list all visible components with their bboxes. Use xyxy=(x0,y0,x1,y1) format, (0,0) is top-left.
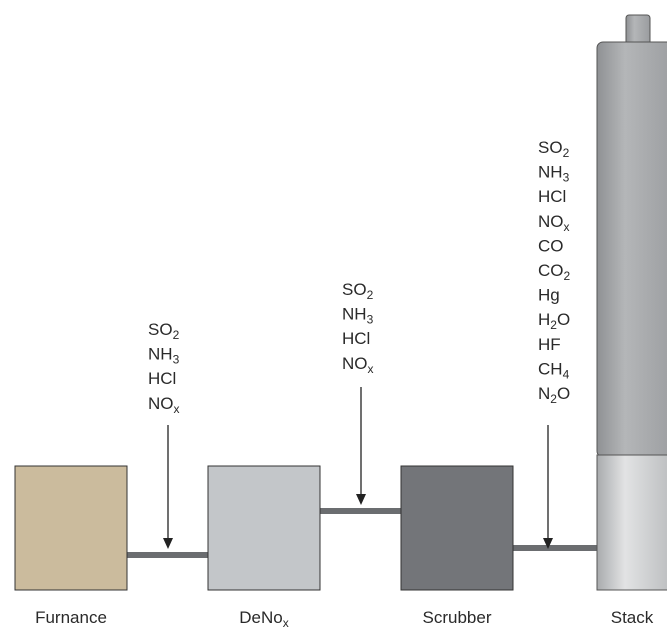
subscript: x xyxy=(368,362,374,376)
text-part: O xyxy=(557,310,570,329)
subscript: 2 xyxy=(564,269,571,283)
text-part: NO xyxy=(342,354,368,373)
gas-label: NOx xyxy=(148,394,180,416)
subscript: x xyxy=(564,220,570,234)
arrows xyxy=(163,387,553,549)
arrow-head xyxy=(163,538,173,549)
subscript: 3 xyxy=(367,313,374,327)
gas-label: HCl xyxy=(148,369,176,388)
pipe xyxy=(320,508,401,514)
gas-label: SO2 xyxy=(538,138,570,160)
subscript: 4 xyxy=(563,367,570,381)
text-part: CO xyxy=(538,236,564,255)
text-part: H xyxy=(538,310,550,329)
text-part: Furnance xyxy=(35,608,107,627)
pipe xyxy=(127,552,208,558)
subscript: 2 xyxy=(550,392,557,406)
gas-label: HCl xyxy=(538,187,566,206)
denox-box xyxy=(207,465,321,591)
text-part: SO xyxy=(148,320,173,339)
gas-label: HF xyxy=(538,335,561,354)
gas-label: NH3 xyxy=(148,345,180,367)
labels: Furnance DeNox Scrubber StackSO2NH3HClNOxSO… xyxy=(35,138,654,630)
text-part: Stack xyxy=(611,608,654,627)
text-part: NH xyxy=(148,345,173,364)
text-part: HCl xyxy=(342,329,370,348)
unit-label: Scrubber xyxy=(423,608,492,627)
gas-label: NOx xyxy=(342,354,374,376)
text-part: Scrubber xyxy=(423,608,492,627)
stack xyxy=(596,14,667,591)
subscript: x xyxy=(174,402,180,416)
subscript: 3 xyxy=(563,171,570,185)
unit-label: Stack xyxy=(611,608,654,627)
gas-label: N2O xyxy=(538,384,570,406)
text-part: N xyxy=(538,384,550,403)
subscript: 2 xyxy=(367,288,374,302)
text-part: SO xyxy=(538,138,563,157)
gas-label: CO xyxy=(538,236,564,255)
gas-label: Hg xyxy=(538,286,560,305)
unit-label: DeNox xyxy=(239,608,288,630)
subscript: 2 xyxy=(563,146,570,160)
gas-label: CH4 xyxy=(538,359,570,381)
gas-label: NH3 xyxy=(538,163,570,185)
gas-label: HCl xyxy=(342,329,370,348)
gas-label: SO2 xyxy=(148,320,180,342)
arrow-head xyxy=(543,538,553,549)
text-part: NO xyxy=(538,212,564,231)
subscript: x xyxy=(283,616,289,630)
text-part: NH xyxy=(538,163,563,182)
gas-label: NOx xyxy=(538,212,570,234)
text-part: CO xyxy=(538,261,564,280)
pipe xyxy=(513,545,597,551)
text-part: HCl xyxy=(148,369,176,388)
text-part: SO xyxy=(342,280,367,299)
stack-base xyxy=(596,454,667,591)
subscript: 3 xyxy=(173,353,180,367)
unit-label: Furnance xyxy=(35,608,107,627)
subscript: 2 xyxy=(550,318,557,332)
text-part: HCl xyxy=(538,187,566,206)
gas-label: H2O xyxy=(538,310,570,332)
arrow-head xyxy=(356,494,366,505)
scrubber-box xyxy=(400,465,514,591)
pipes xyxy=(127,508,597,558)
text-part: CH xyxy=(538,359,563,378)
gas-label: SO2 xyxy=(342,280,374,302)
text-part: NH xyxy=(342,305,367,324)
subscript: 2 xyxy=(173,328,180,342)
furnace-box xyxy=(14,465,128,591)
gas-label: CO2 xyxy=(538,261,571,283)
text-part: DeNo xyxy=(239,608,282,627)
text-part: NO xyxy=(148,394,174,413)
text-part: HF xyxy=(538,335,561,354)
text-part: Hg xyxy=(538,286,560,305)
text-part: O xyxy=(557,384,570,403)
stack-body xyxy=(596,41,667,458)
gas-label: NH3 xyxy=(342,305,374,327)
